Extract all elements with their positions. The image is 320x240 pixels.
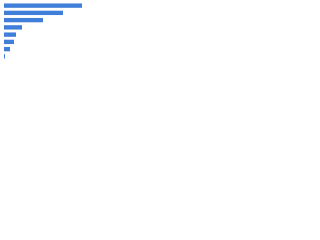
bar — [4, 10, 63, 16]
bar — [4, 54, 5, 59]
page: {"chart_data": {"type": "bar", "orientat… — [0, 0, 100, 71]
bar — [4, 39, 14, 45]
bar — [4, 17, 43, 23]
bar — [4, 46, 10, 52]
bar — [4, 32, 16, 37]
chart — [4, 3, 82, 59]
bar — [4, 25, 22, 30]
bar — [4, 3, 82, 8]
